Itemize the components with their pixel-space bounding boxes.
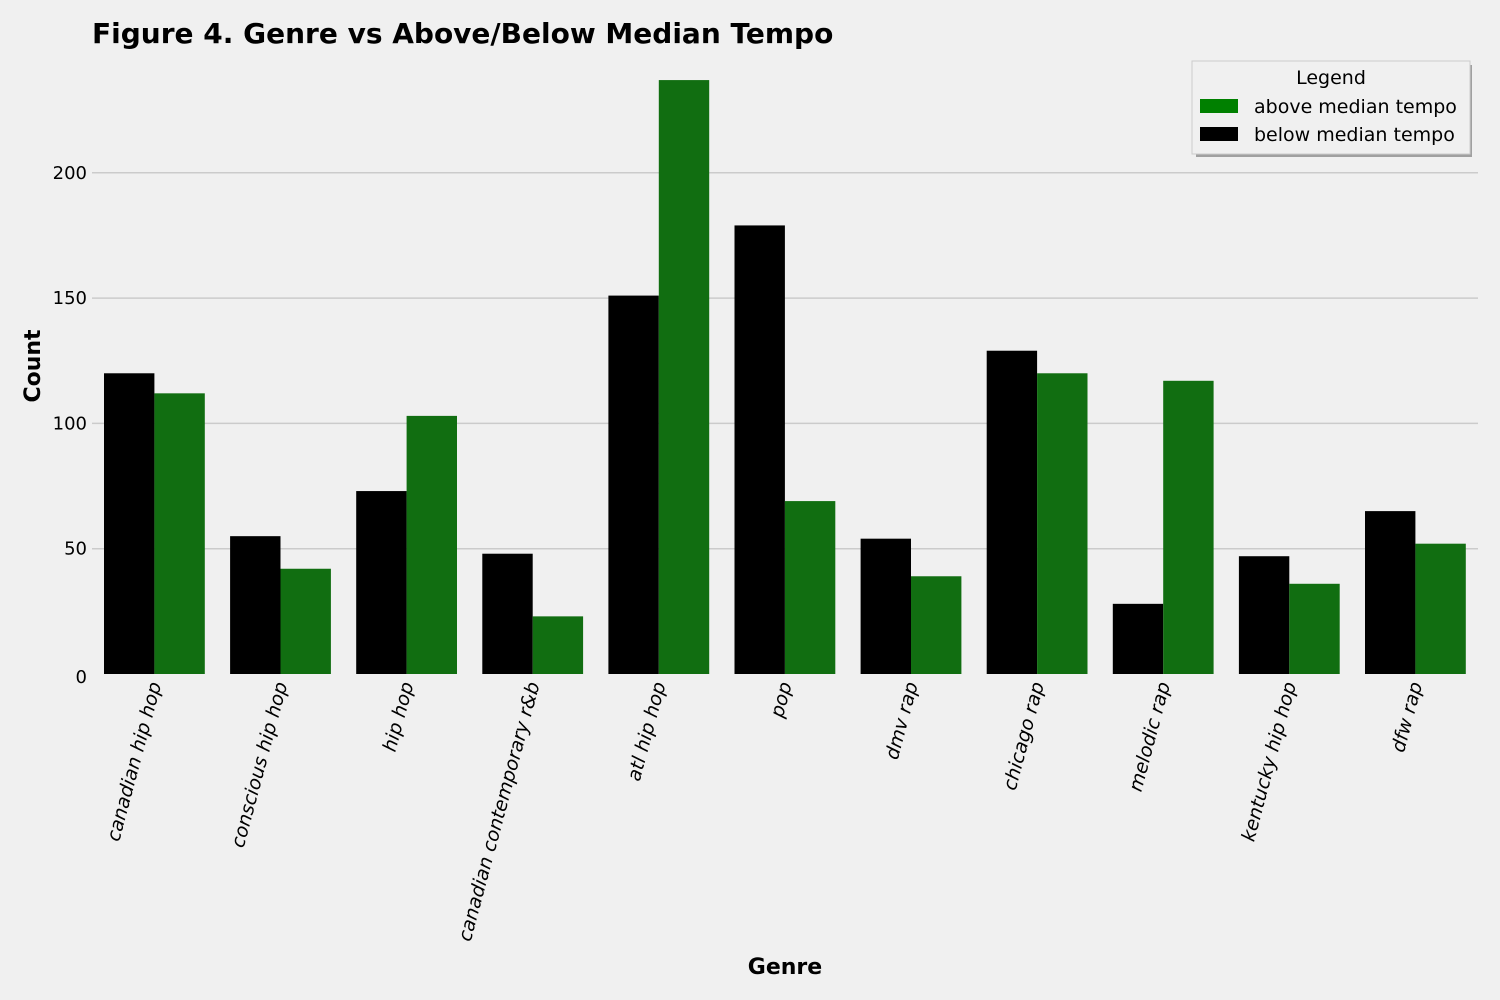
bar-above-6	[911, 576, 962, 674]
bar-below-7	[986, 350, 1038, 674]
legend: Legend above median tempo below median t…	[1191, 60, 1472, 157]
bar-above-5	[784, 501, 836, 674]
bar-above-1	[280, 568, 331, 674]
y-axis-label: Count	[21, 329, 46, 403]
bar-above-10	[1415, 543, 1466, 674]
y-tick-label: 150	[53, 288, 87, 309]
bar-below-1	[230, 536, 281, 674]
y-tick-labels: 0 50 100 150 200	[53, 163, 87, 688]
legend-label-below: below median tempo	[1254, 124, 1455, 146]
bar-below-10	[1365, 511, 1416, 674]
bar-below-9	[1238, 556, 1290, 674]
legend-swatch-below	[1200, 127, 1238, 141]
legend-box	[1191, 60, 1471, 155]
bar-below-8	[1112, 603, 1164, 674]
legend-swatch-above	[1200, 99, 1238, 113]
bar-below-5	[734, 225, 785, 674]
gridlines	[92, 172, 1478, 550]
bar-below-6	[860, 538, 911, 674]
bar-below-2	[356, 491, 407, 674]
bar-above-0	[154, 393, 205, 674]
legend-label-above: above median tempo	[1254, 96, 1457, 118]
chart-title: Figure 4. Genre vs Above/Below Median Te…	[92, 17, 833, 50]
bar-above-2	[406, 415, 457, 674]
y-tick-label: 50	[64, 539, 87, 560]
y-tick-label: 0	[76, 667, 87, 688]
bar-above-7	[1037, 373, 1088, 674]
bar-above-3	[532, 616, 584, 674]
bars-group	[104, 80, 1466, 674]
bar-above-9	[1289, 583, 1340, 674]
bar-above-8	[1163, 380, 1214, 674]
bar-below-3	[482, 553, 533, 674]
bar-below-4	[608, 295, 659, 674]
bar-above-4	[658, 80, 710, 674]
legend-title: Legend	[1296, 67, 1366, 89]
y-tick-label: 200	[53, 163, 87, 184]
y-tick-label: 100	[53, 413, 87, 434]
bar-below-0	[104, 373, 155, 674]
x-axis-label: Genre	[748, 955, 822, 980]
